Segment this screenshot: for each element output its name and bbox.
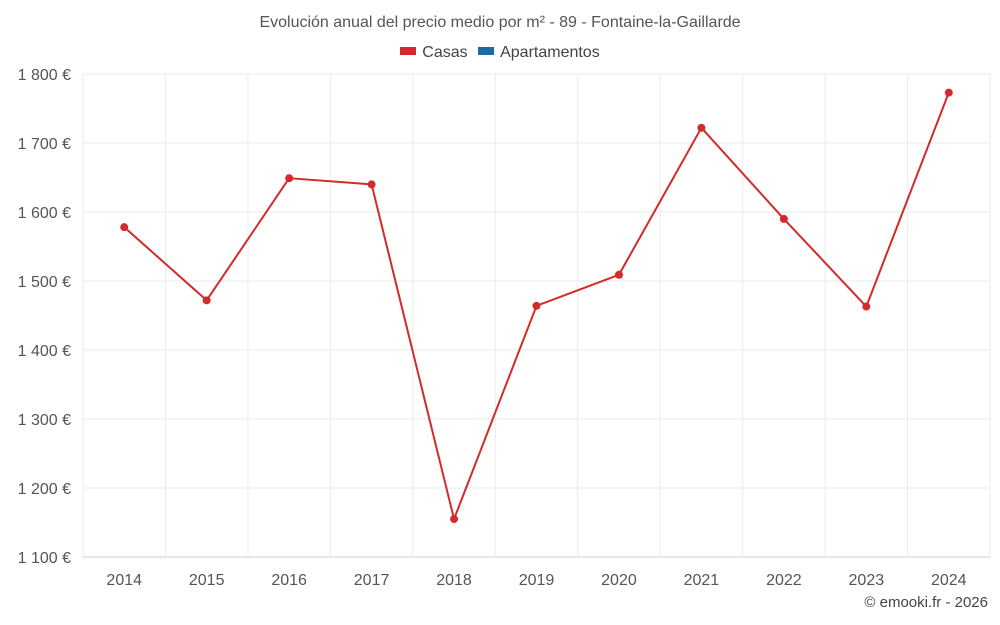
x-tick-label: 2019 — [519, 572, 555, 589]
y-tick-label: 1 700 € — [18, 136, 71, 153]
x-tick-label: 2018 — [436, 572, 472, 589]
legend-label-casas: Casas — [422, 44, 468, 61]
x-tick-label: 2020 — [601, 572, 637, 589]
x-tick-label: 2014 — [106, 572, 142, 589]
x-tick-label: 2024 — [931, 572, 967, 589]
x-tick-label: 2022 — [766, 572, 802, 589]
data-point — [120, 223, 129, 232]
legend-label-apartamentos: Apartamentos — [500, 44, 600, 61]
x-tick-label: 2015 — [189, 572, 225, 589]
y-tick-label: 1 800 € — [18, 67, 71, 84]
data-point — [202, 296, 211, 305]
data-point — [532, 301, 541, 310]
data-point — [862, 302, 871, 311]
data-point — [285, 174, 294, 183]
data-point — [779, 214, 788, 223]
y-tick-label: 1 600 € — [18, 205, 71, 222]
data-point — [367, 180, 376, 189]
credit-text: © emooki.fr - 2026 — [864, 594, 988, 611]
x-tick-label: 2021 — [684, 572, 720, 589]
y-tick-label: 1 400 € — [18, 343, 71, 360]
y-tick-label: 1 500 € — [18, 274, 71, 291]
x-tick-label: 2023 — [849, 572, 885, 589]
data-point — [697, 123, 706, 132]
y-axis: 1 100 € 1 200 € 1 300 € 1 400 € 1 500 € 1 600… — [18, 67, 71, 567]
y-tick-label: 1 200 € — [18, 481, 71, 498]
data-point — [614, 270, 623, 279]
legend-item-casas[interactable]: Casas — [400, 44, 468, 62]
x-tick-label: 2016 — [271, 572, 307, 589]
x-tick-label: 2017 — [354, 572, 390, 589]
data-point — [944, 88, 953, 97]
legend-swatch-casas — [400, 46, 417, 55]
chart-title: Evolución anual del precio medio por m² … — [259, 14, 741, 31]
legend-item-apartamentos[interactable]: Apartamentos — [478, 44, 600, 62]
grid-lines — [82, 73, 991, 558]
y-tick-label: 1 300 € — [18, 412, 71, 429]
x-axis: 2014 2015 2016 2017 2018 2019 2020 2021 2022 2023… — [106, 572, 966, 589]
data-point — [450, 515, 459, 524]
y-tick-label: 1 100 € — [18, 550, 71, 567]
series-layer — [120, 88, 953, 524]
chart-legend: Casas Apartamentos — [0, 44, 1000, 62]
legend-swatch-apartamentos — [478, 46, 495, 55]
